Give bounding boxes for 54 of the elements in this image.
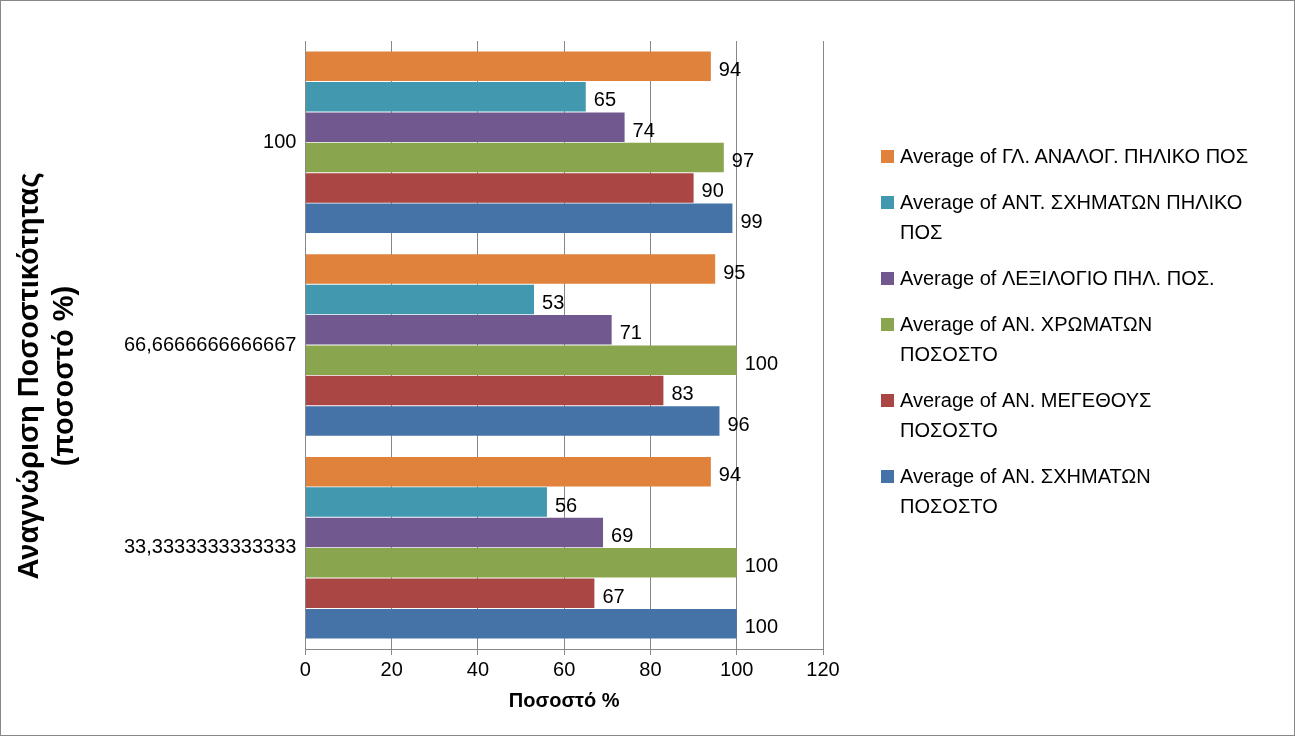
legend-label: Average of ΑΝΤ. ΣΧΗΜΑΤΩΝ ΠΗΛΙΚΟ ΠΟΣ (900, 190, 1244, 245)
x-tick-label: 0 (299, 657, 311, 680)
data-label: 100 (744, 615, 779, 638)
legend-label: Average of ΑΝ. ΜΕΓΕΘΟΥΣ ΠΟΣΟΣΤΟ (900, 388, 1153, 443)
data-label: 94 (718, 463, 742, 486)
bar (305, 375, 664, 406)
bar (305, 112, 625, 142)
data-label: 94 (718, 57, 742, 80)
y-tick-label: 33,3333333333333 (124, 535, 297, 558)
y-tick-label: 100 (263, 129, 297, 152)
bar (305, 487, 547, 517)
bar (305, 254, 716, 284)
data-label: 56 (554, 493, 578, 516)
data-label: 97 (731, 149, 755, 172)
bar (305, 578, 595, 609)
legend-label: Average of ΛΕΞΙΛΟΓΙΟ ΠΗΛ. ΠΟΣ. (900, 266, 1215, 291)
bar (305, 203, 733, 234)
x-tick-label: 120 (806, 657, 840, 680)
data-label: 53 (542, 290, 565, 313)
x-tick-label: 100 (720, 657, 754, 680)
bar (305, 284, 535, 315)
data-label: 83 (671, 382, 694, 405)
data-label: 95 (723, 260, 746, 283)
bar (305, 345, 737, 375)
data-label: 71 (619, 321, 642, 344)
data-label: 65 (593, 88, 617, 111)
bar (305, 81, 586, 112)
x-tick-label: 40 (466, 657, 490, 680)
x-tick-label: 20 (380, 657, 403, 680)
data-label: 67 (602, 584, 625, 607)
bar (305, 315, 612, 345)
x-axis-title: Ποσοστό % (508, 688, 620, 711)
legend-label: Average of ΑΝ. ΧΡΩΜΑΤΩΝ ΠΟΣΟΣΤΟ (900, 312, 1154, 367)
data-label: 69 (611, 523, 634, 546)
bar (305, 173, 694, 203)
bar (305, 608, 737, 639)
y-axis-title: Αναγνώριση Ποσοστικότητας (ποσοστό %) (11, 171, 80, 582)
y-tick-label: 66,6666666666667 (124, 332, 297, 355)
bar (305, 548, 737, 578)
bar (305, 51, 711, 82)
x-tick-label: 80 (639, 657, 662, 680)
data-label: 74 (632, 118, 655, 141)
data-label: 100 (744, 554, 779, 577)
data-label: 90 (701, 179, 724, 202)
data-label: 100 (744, 351, 779, 374)
data-label: 96 (727, 412, 750, 435)
bar (305, 456, 711, 487)
legend-label: Average of ΓΛ. ΑΝΑΛΟΓ. ΠΗΛΙΚΟ ΠΟΣ (900, 144, 1249, 169)
bar (305, 142, 724, 173)
x-tick-label: 60 (553, 657, 576, 680)
data-label: 99 (740, 209, 763, 232)
bar (305, 406, 720, 436)
bar (305, 517, 604, 548)
legend-label: Average of ΑΝ. ΣΧΗΜΑΤΩΝ ΠΟΣΟΣΤΟ (900, 464, 1152, 519)
